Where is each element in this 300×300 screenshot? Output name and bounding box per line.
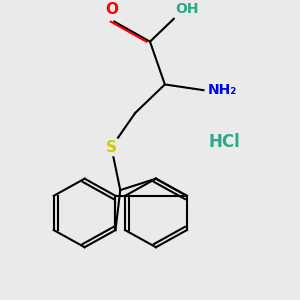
Text: OH: OH (175, 2, 199, 16)
Text: HCl: HCl (208, 133, 240, 151)
Text: NH₂: NH₂ (208, 83, 237, 97)
Text: S: S (106, 140, 117, 155)
Text: O: O (105, 2, 118, 17)
